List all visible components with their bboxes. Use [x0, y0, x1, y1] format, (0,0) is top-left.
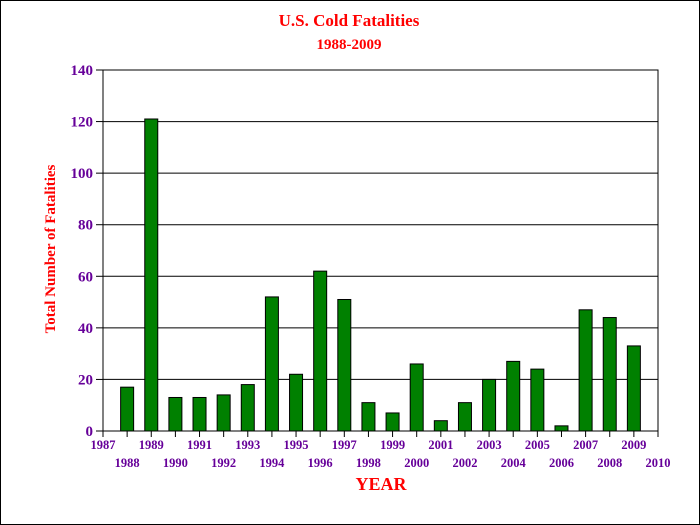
x-tick-label: 2008 — [597, 456, 622, 470]
grid-lines — [103, 69, 658, 380]
bar-1994 — [264, 296, 279, 432]
y-axis-label: Total Number of Fatalities — [43, 164, 59, 333]
bar-2003 — [482, 378, 497, 432]
bar-2005 — [530, 368, 545, 432]
x-tick-label: 1997 — [332, 438, 357, 452]
x-tick-label: 2009 — [621, 438, 646, 452]
x-tick-label: 2006 — [549, 456, 574, 470]
bar-1991 — [192, 396, 207, 432]
x-tick-label: 2000 — [404, 456, 429, 470]
bar-2002 — [457, 402, 472, 432]
chart-subtitle: 1988-2009 — [317, 37, 382, 53]
y-tick-label: 60 — [78, 269, 93, 285]
y-tick-label: 120 — [71, 115, 94, 131]
x-tick-label: 1989 — [139, 438, 164, 452]
x-tick-label: 1998 — [356, 456, 381, 470]
bar-2006 — [554, 425, 569, 432]
x-tick-label: 2007 — [573, 438, 598, 452]
y-tick-label: 0 — [86, 424, 94, 440]
y-tick-label: 140 — [71, 63, 94, 79]
axes — [96, 69, 659, 437]
bar-1998 — [361, 402, 376, 432]
x-tick-label: 2010 — [646, 456, 671, 470]
y-tick-label: 20 — [78, 372, 93, 388]
x-tick-label: 2004 — [501, 456, 527, 470]
bar-2007 — [578, 309, 593, 432]
x-tick-label: 1995 — [284, 438, 309, 452]
x-tick-label: 1996 — [308, 456, 333, 470]
plot-frame — [102, 69, 659, 432]
x-tick-label: 2001 — [428, 438, 453, 452]
bar-2000 — [409, 363, 424, 432]
y-tick-label: 80 — [78, 218, 93, 234]
bar-2001 — [433, 420, 448, 432]
x-tick-label: 1988 — [115, 456, 140, 470]
x-tick-label: 1994 — [259, 456, 285, 470]
bar-1993 — [240, 384, 255, 432]
x-tick-label: 1999 — [380, 438, 405, 452]
chart-title: U.S. Cold Fatalities — [279, 11, 420, 30]
x-tick-label: 2005 — [525, 438, 550, 452]
y-tick-label: 40 — [78, 321, 93, 337]
bars — [120, 118, 641, 432]
x-tick-label: 2003 — [477, 438, 502, 452]
bar-1989 — [144, 118, 159, 432]
bar-1988 — [120, 386, 135, 432]
x-tick-label: 1987 — [91, 438, 116, 452]
y-tick-labels: 0 20 40 60 80 100 120 140 — [71, 63, 94, 440]
x-axis-label: YEAR — [355, 474, 407, 494]
bar-1997 — [337, 298, 352, 432]
bar-1995 — [289, 373, 304, 432]
y-tick-label: 100 — [71, 166, 94, 182]
x-tick-label: 1992 — [211, 456, 236, 470]
bar-1992 — [216, 394, 231, 432]
x-tick-label: 2002 — [452, 456, 477, 470]
bar-2009 — [626, 345, 641, 432]
bar-2004 — [506, 360, 521, 432]
bar-1990 — [168, 396, 183, 432]
x-tick-labels: 1987 1988 1989 1990 1991 1992 1993 1994 1995 1996… — [91, 438, 671, 470]
bar-2008 — [602, 317, 617, 432]
x-tick-label: 1991 — [187, 438, 212, 452]
x-tick-label: 1990 — [163, 456, 188, 470]
bar-1999 — [385, 412, 400, 432]
x-tick-label: 1993 — [235, 438, 260, 452]
bar-1996 — [313, 270, 328, 432]
